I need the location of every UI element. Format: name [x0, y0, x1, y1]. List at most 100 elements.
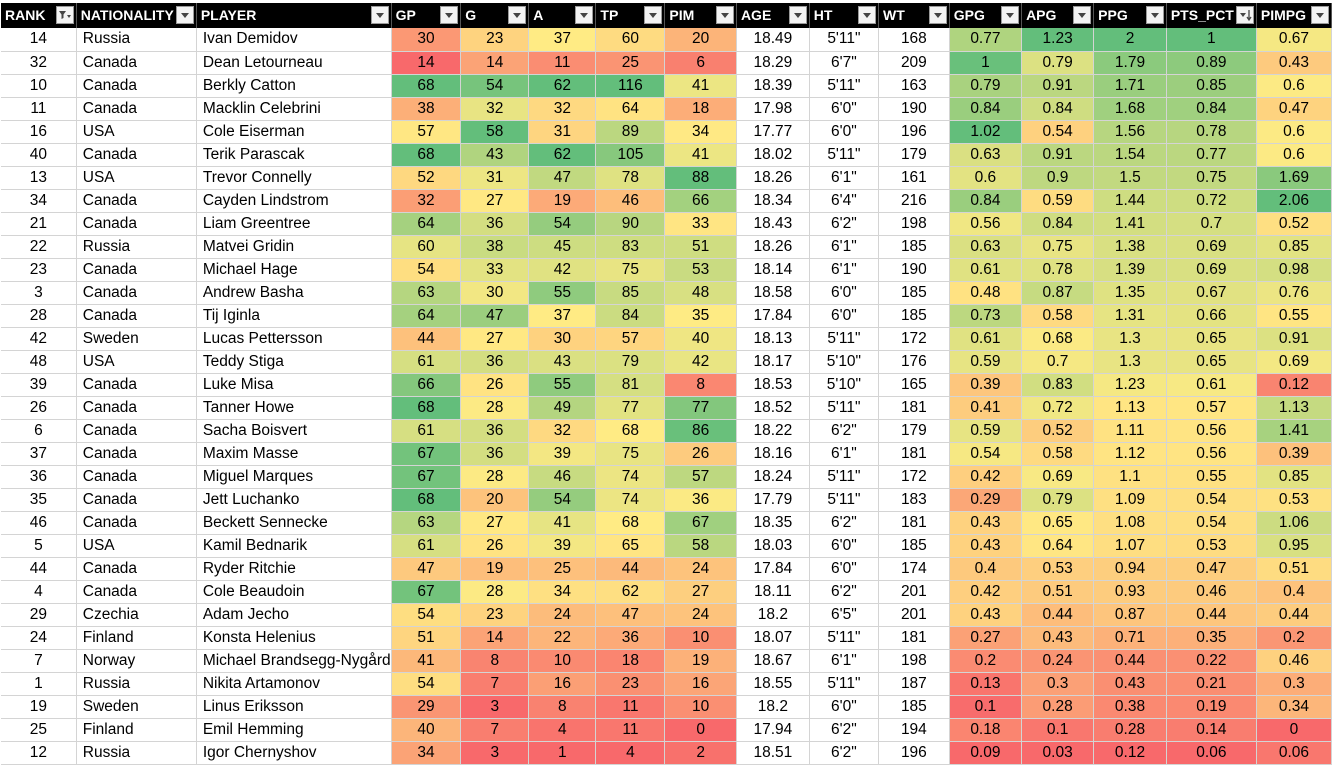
column-header-rank[interactable]: RANK	[1, 3, 77, 28]
filter-dropdown-icon[interactable]	[928, 6, 947, 24]
cell-age[interactable]: 18.26	[736, 235, 810, 259]
cell-ppg[interactable]: 1.39	[1093, 258, 1167, 282]
cell-player[interactable]: Jett Luchanko	[196, 488, 392, 512]
filter-dropdown-icon[interactable]	[1001, 6, 1020, 24]
cell-ppg[interactable]: 1.41	[1093, 212, 1167, 236]
cell-player[interactable]: Luke Misa	[196, 373, 392, 397]
cell-rank[interactable]: 29	[1, 603, 77, 627]
cell-wt[interactable]: 196	[878, 120, 950, 144]
cell-pimpg[interactable]: 0.44	[1256, 603, 1332, 627]
cell-a[interactable]: 24	[528, 603, 597, 627]
cell-pts[interactable]: 0.47	[1166, 557, 1257, 581]
cell-rank[interactable]: 21	[1, 212, 77, 236]
cell-wt[interactable]: 190	[878, 258, 950, 282]
cell-g[interactable]: 14	[460, 51, 530, 75]
cell-age[interactable]: 18.52	[736, 396, 810, 420]
cell-pimpg[interactable]: 0.2	[1256, 626, 1332, 650]
cell-rank[interactable]: 14	[1, 28, 77, 52]
cell-apg[interactable]: 0.68	[1021, 327, 1095, 351]
cell-rank[interactable]: 12	[1, 741, 77, 765]
cell-ppg[interactable]: 1.56	[1093, 120, 1167, 144]
cell-ppg[interactable]: 1.68	[1093, 97, 1167, 121]
cell-rank[interactable]: 46	[1, 511, 77, 535]
cell-pimpg[interactable]: 1.69	[1256, 166, 1332, 190]
cell-pim[interactable]: 48	[664, 281, 737, 305]
cell-apg[interactable]: 0.69	[1021, 465, 1095, 489]
cell-g[interactable]: 20	[460, 488, 530, 512]
cell-age[interactable]: 18.51	[736, 741, 810, 765]
cell-pimpg[interactable]: 0.47	[1256, 97, 1332, 121]
cell-g[interactable]: 38	[460, 235, 530, 259]
cell-player[interactable]: Cole Beaudoin	[196, 580, 392, 604]
cell-a[interactable]: 34	[528, 580, 597, 604]
column-header-pimpg[interactable]: PIMPG	[1256, 3, 1332, 28]
cell-gp[interactable]: 29	[391, 695, 462, 719]
cell-player[interactable]: Kamil Bednarik	[196, 534, 392, 558]
cell-g[interactable]: 26	[460, 534, 530, 558]
cell-age[interactable]: 18.17	[736, 350, 810, 374]
cell-nat[interactable]: Canada	[76, 51, 197, 75]
cell-ht[interactable]: 6'2"	[809, 419, 880, 443]
cell-tp[interactable]: 78	[595, 166, 666, 190]
cell-pim[interactable]: 24	[664, 557, 737, 581]
cell-ppg[interactable]: 1.12	[1093, 442, 1167, 466]
cell-apg[interactable]: 0.58	[1021, 442, 1095, 466]
cell-gpg[interactable]: 1.02	[949, 120, 1023, 144]
cell-rank[interactable]: 19	[1, 695, 77, 719]
cell-wt[interactable]: 190	[878, 97, 950, 121]
cell-gp[interactable]: 41	[391, 649, 462, 673]
cell-tp[interactable]: 62	[595, 580, 666, 604]
cell-ppg[interactable]: 1.71	[1093, 74, 1167, 98]
cell-wt[interactable]: 185	[878, 534, 950, 558]
cell-pimpg[interactable]: 0.95	[1256, 534, 1332, 558]
cell-rank[interactable]: 3	[1, 281, 77, 305]
cell-pim[interactable]: 10	[664, 695, 737, 719]
cell-apg[interactable]: 0.75	[1021, 235, 1095, 259]
cell-a[interactable]: 11	[528, 51, 597, 75]
cell-a[interactable]: 37	[528, 28, 597, 52]
cell-pts[interactable]: 0.69	[1166, 258, 1257, 282]
cell-rank[interactable]: 5	[1, 534, 77, 558]
cell-player[interactable]: Tij Iginla	[196, 304, 392, 328]
cell-gp[interactable]: 64	[391, 304, 462, 328]
cell-nat[interactable]: Czechia	[76, 603, 197, 627]
cell-tp[interactable]: 36	[595, 626, 666, 650]
cell-tp[interactable]: 116	[595, 74, 666, 98]
cell-ppg[interactable]: 1.35	[1093, 281, 1167, 305]
cell-nat[interactable]: Canada	[76, 580, 197, 604]
cell-wt[interactable]: 187	[878, 672, 950, 696]
cell-player[interactable]: Linus Eriksson	[196, 695, 392, 719]
cell-nat[interactable]: Russia	[76, 672, 197, 696]
cell-wt[interactable]: 185	[878, 695, 950, 719]
cell-rank[interactable]: 44	[1, 557, 77, 581]
cell-a[interactable]: 43	[528, 350, 597, 374]
cell-pts[interactable]: 0.72	[1166, 189, 1257, 213]
cell-gpg[interactable]: 0.59	[949, 419, 1023, 443]
cell-ht[interactable]: 5'10"	[809, 350, 880, 374]
cell-ppg[interactable]: 1.3	[1093, 327, 1167, 351]
cell-rank[interactable]: 23	[1, 258, 77, 282]
cell-g[interactable]: 31	[460, 166, 530, 190]
cell-ht[interactable]: 5'11"	[809, 74, 880, 98]
cell-player[interactable]: Michael Hage	[196, 258, 392, 282]
cell-pim[interactable]: 41	[664, 74, 737, 98]
cell-ppg[interactable]: 0.28	[1093, 718, 1167, 742]
cell-gpg[interactable]: 0.42	[949, 580, 1023, 604]
cell-age[interactable]: 17.79	[736, 488, 810, 512]
cell-nat[interactable]: USA	[76, 120, 197, 144]
cell-nat[interactable]: Canada	[76, 396, 197, 420]
cell-g[interactable]: 36	[460, 419, 530, 443]
cell-pts[interactable]: 0.22	[1166, 649, 1257, 673]
column-header-nat[interactable]: NATIONALITY	[76, 3, 197, 28]
cell-pimpg[interactable]: 2.06	[1256, 189, 1332, 213]
cell-nat[interactable]: USA	[76, 166, 197, 190]
cell-rank[interactable]: 37	[1, 442, 77, 466]
filter-dropdown-icon[interactable]	[1311, 6, 1329, 24]
cell-rank[interactable]: 26	[1, 396, 77, 420]
cell-player[interactable]: Sacha Boisvert	[196, 419, 392, 443]
cell-apg[interactable]: 0.78	[1021, 258, 1095, 282]
cell-player[interactable]: Miguel Marques	[196, 465, 392, 489]
cell-player[interactable]: Macklin Celebrini	[196, 97, 392, 121]
cell-g[interactable]: 36	[460, 212, 530, 236]
cell-ht[interactable]: 6'0"	[809, 304, 880, 328]
